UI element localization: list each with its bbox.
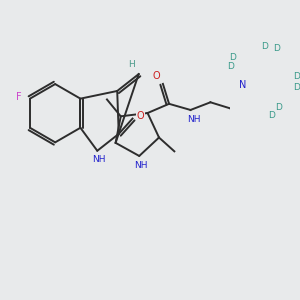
Text: D: D: [294, 83, 300, 92]
Text: NH: NH: [134, 161, 148, 170]
Text: D: D: [275, 103, 282, 112]
Text: D: D: [294, 72, 300, 81]
Text: O: O: [153, 71, 160, 81]
Text: NH: NH: [92, 155, 106, 164]
Text: H: H: [128, 60, 134, 69]
Text: D: D: [261, 42, 268, 51]
Text: D: D: [229, 52, 236, 62]
Text: D: D: [273, 44, 280, 53]
Text: D: D: [268, 111, 274, 120]
Text: NH: NH: [187, 115, 200, 124]
Text: D: D: [227, 62, 234, 71]
Text: N: N: [239, 80, 246, 90]
Text: O: O: [136, 110, 144, 121]
Text: F: F: [16, 92, 22, 102]
